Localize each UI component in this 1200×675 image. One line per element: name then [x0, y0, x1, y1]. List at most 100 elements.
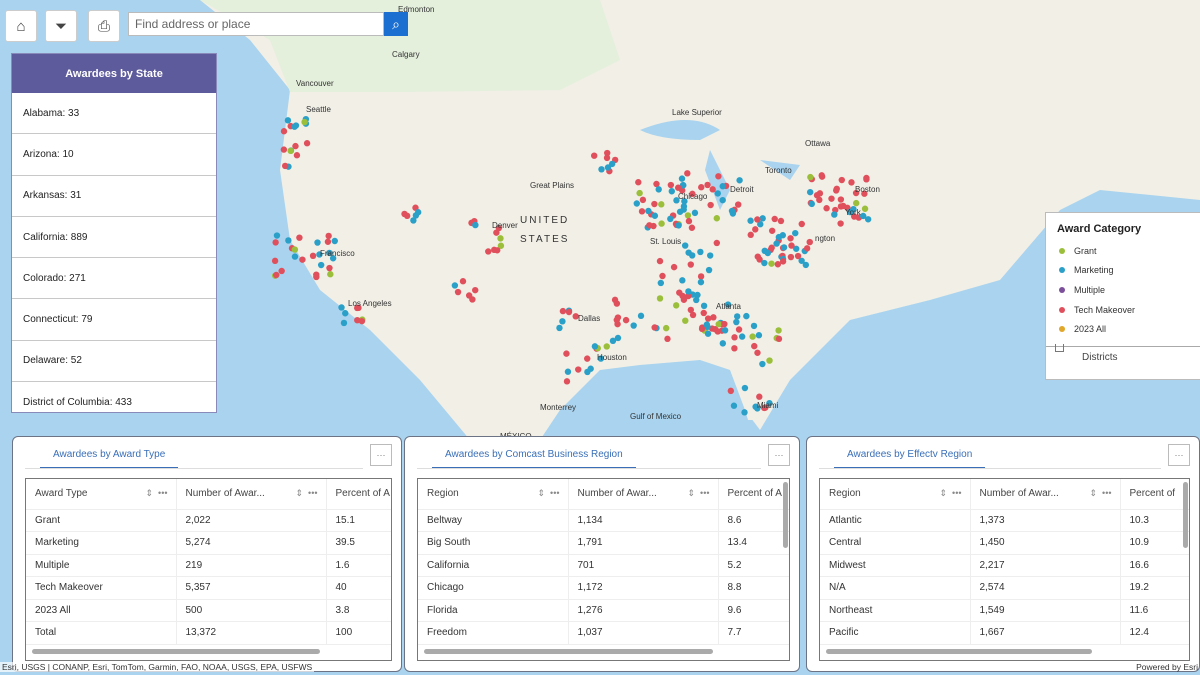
awardee-point[interactable] — [317, 261, 325, 269]
awardee-point[interactable] — [838, 176, 845, 184]
awardee-point[interactable] — [630, 322, 637, 329]
awardee-point[interactable] — [864, 216, 872, 223]
awardee-point[interactable] — [684, 212, 692, 219]
awardee-point[interactable] — [358, 317, 366, 325]
awardee-point[interactable] — [451, 282, 459, 289]
awardee-point[interactable] — [414, 209, 422, 216]
awardee-point[interactable] — [768, 244, 775, 251]
awardee-point[interactable] — [651, 200, 658, 208]
horizontal-scrollbar[interactable] — [32, 649, 321, 654]
awardee-point[interactable] — [787, 253, 795, 261]
awardee-point[interactable] — [859, 212, 867, 220]
awardee-point[interactable] — [861, 205, 869, 212]
awardee-point[interactable] — [292, 122, 300, 129]
horizontal-scrollbar[interactable] — [826, 649, 1092, 654]
awardee-point[interactable] — [472, 286, 479, 294]
awardee-point[interactable] — [678, 175, 686, 182]
awardee-point[interactable] — [635, 179, 642, 186]
awardee-point[interactable] — [688, 252, 696, 259]
awardee-point[interactable] — [303, 140, 311, 147]
awardee-point[interactable] — [485, 248, 492, 255]
awardee-point[interactable] — [604, 149, 611, 157]
awardee-point[interactable] — [572, 313, 579, 320]
panel-tab[interactable]: Awardees by Effectv Region — [834, 447, 986, 469]
awardee-point[interactable] — [656, 295, 664, 302]
awardee-point[interactable] — [721, 327, 729, 334]
awardee-point[interactable] — [658, 201, 665, 208]
awardee-point[interactable] — [779, 258, 787, 265]
awardee-point[interactable] — [271, 257, 279, 265]
awardee-point[interactable] — [285, 237, 292, 244]
awardee-point[interactable] — [833, 185, 840, 192]
awardee-point[interactable] — [816, 196, 823, 204]
awardee-point[interactable] — [759, 215, 766, 222]
awardee-point[interactable] — [719, 340, 727, 347]
awardee-point[interactable] — [680, 203, 688, 210]
awardee-point[interactable] — [609, 337, 617, 345]
awardee-point[interactable] — [493, 229, 500, 236]
awardee-point[interactable] — [752, 403, 759, 410]
awardee-point[interactable] — [793, 245, 800, 252]
awardee-point[interactable] — [700, 302, 708, 310]
awardee-point[interactable] — [775, 233, 783, 241]
awardee-point[interactable] — [707, 201, 714, 209]
awardee-point[interactable] — [469, 296, 476, 303]
awardee-point[interactable] — [704, 181, 711, 189]
awardee-point[interactable] — [668, 188, 675, 195]
awardee-point[interactable] — [651, 212, 659, 219]
horizontal-scrollbar[interactable] — [424, 649, 714, 654]
awardee-point[interactable] — [755, 332, 763, 339]
awardee-point[interactable] — [743, 312, 750, 320]
awardee-point[interactable] — [768, 260, 775, 267]
awardee-point[interactable] — [714, 190, 721, 197]
awardee-point[interactable] — [659, 272, 666, 280]
awardee-point[interactable] — [354, 304, 361, 312]
awardee-point[interactable] — [301, 118, 308, 126]
awardee-point[interactable] — [325, 232, 332, 240]
awardee-point[interactable] — [287, 147, 294, 155]
awardee-point[interactable] — [721, 320, 728, 328]
awardee-point[interactable] — [840, 202, 847, 210]
panel-tab[interactable]: Awardees by Comcast Business Region — [432, 447, 636, 469]
awardee-point[interactable] — [761, 259, 768, 267]
awardee-point[interactable] — [750, 322, 758, 330]
awardee-point[interactable] — [280, 146, 288, 153]
awardee-point[interactable] — [712, 326, 719, 333]
districts-checkbox[interactable] — [1055, 344, 1064, 352]
state-list-item[interactable]: Arkansas: 31 — [12, 176, 216, 217]
awardee-point[interactable] — [747, 217, 754, 224]
panel-options-button[interactable]: ··· — [370, 444, 392, 466]
awardee-point[interactable] — [807, 173, 814, 181]
awardee-point[interactable] — [774, 261, 782, 268]
awardee-point[interactable] — [736, 177, 743, 184]
awardee-point[interactable] — [802, 261, 810, 269]
awardee-point[interactable] — [727, 387, 735, 395]
awardee-point[interactable] — [674, 184, 682, 191]
awardee-point[interactable] — [754, 216, 761, 223]
awardee-point[interactable] — [775, 335, 783, 343]
awardee-point[interactable] — [658, 220, 665, 227]
column-header[interactable]: Region ⇕ ••• — [418, 479, 569, 510]
sort-icon[interactable]: ⇕ ••• — [1089, 488, 1112, 499]
awardee-point[interactable] — [735, 201, 742, 208]
awardee-point[interactable] — [684, 170, 691, 177]
awardee-point[interactable] — [326, 249, 333, 257]
awardee-point[interactable] — [818, 173, 826, 180]
awardee-point[interactable] — [852, 189, 860, 197]
awardee-point[interactable] — [706, 252, 714, 259]
powered-by-esri[interactable]: Powered by Esri — [1136, 662, 1198, 672]
awardee-point[interactable] — [633, 200, 640, 207]
awardee-point[interactable] — [338, 304, 345, 311]
awardee-point[interactable] — [766, 399, 773, 407]
sort-icon[interactable]: ⇕ ••• — [939, 488, 962, 499]
awardee-point[interactable] — [837, 220, 844, 227]
awardee-point[interactable] — [331, 237, 338, 245]
awardee-point[interactable] — [733, 313, 741, 320]
awardee-point[interactable] — [831, 211, 838, 218]
awardee-point[interactable] — [670, 263, 678, 271]
awardee-point[interactable] — [777, 217, 785, 225]
awardee-point[interactable] — [603, 343, 610, 350]
awardee-point[interactable] — [584, 368, 591, 376]
awardee-point[interactable] — [565, 308, 573, 316]
awardee-point[interactable] — [863, 174, 870, 182]
